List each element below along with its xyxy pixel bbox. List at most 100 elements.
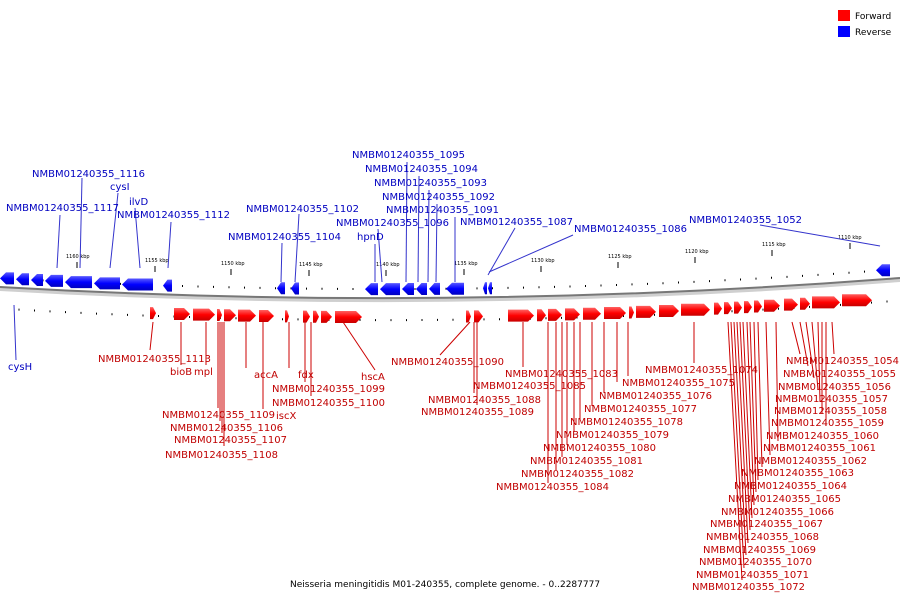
- feature-label[interactable]: NMBM01240355_1074: [645, 365, 758, 376]
- feature-label[interactable]: NMBM01240355_1086: [574, 224, 687, 235]
- reverse-gene-arrow: [45, 274, 63, 287]
- reverse-labels: NMBM01240355_1116 cysI NMBM01240355_1117…: [6, 150, 802, 373]
- feature-label[interactable]: NMBM01240355_1091: [386, 205, 499, 216]
- feature-label[interactable]: fdx: [298, 370, 314, 381]
- feature-label[interactable]: NMBM01240355_1102: [246, 204, 359, 215]
- leader-lines: [13, 161, 881, 581]
- feature-label[interactable]: NMBM01240355_1106: [170, 423, 283, 434]
- forward-gene-arrow: [537, 309, 546, 322]
- feature-label[interactable]: NMBM01240355_1055: [783, 369, 896, 380]
- reverse-gene-arrow: [446, 282, 464, 295]
- feature-label[interactable]: NMBM01240355_1076: [599, 391, 712, 402]
- feature-label[interactable]: NMBM01240355_1066: [721, 507, 834, 518]
- feature-label[interactable]: NMBM01240355_1113: [98, 354, 211, 365]
- feature-label[interactable]: NMBM01240355_1065: [728, 494, 841, 505]
- leader-line: [13, 304, 17, 361]
- feature-label[interactable]: NMBM01240355_1100: [272, 398, 385, 409]
- feature-label[interactable]: cysH: [8, 362, 32, 373]
- forward-gene-arrow: [474, 310, 483, 323]
- feature-label[interactable]: NMBM01240355_1084: [496, 482, 609, 493]
- feature-label[interactable]: NMBM01240355_1079: [556, 430, 669, 441]
- feature-label[interactable]: ilvD: [129, 197, 148, 208]
- leader-line: [167, 221, 172, 269]
- feature-label[interactable]: NMBM01240355_1088: [428, 395, 541, 406]
- forward-gene-arrow: [714, 302, 722, 315]
- feature-label[interactable]: NMBM01240355_1061: [763, 443, 876, 454]
- feature-label[interactable]: NMBM01240355_1054: [786, 356, 899, 367]
- forward-gene-arrow: [508, 309, 534, 322]
- tick-label: 1130 kbp: [531, 258, 555, 264]
- feature-label[interactable]: NMBM01240355_1072: [692, 582, 805, 593]
- feature-label[interactable]: NMBM01240355_1089: [421, 407, 534, 418]
- feature-label[interactable]: iscX: [276, 411, 296, 422]
- leader-line: [417, 175, 420, 283]
- feature-label[interactable]: mpl: [194, 367, 213, 378]
- feature-label[interactable]: NMBM01240355_1063: [741, 468, 854, 479]
- feature-label[interactable]: NMBM01240355_1099: [272, 384, 385, 395]
- feature-label[interactable]: NMBM01240355_1069: [703, 545, 816, 556]
- forward-gene-arrow: [335, 310, 362, 323]
- forward-gene-arrow: [238, 309, 256, 322]
- feature-label[interactable]: NMBM01240355_1092: [382, 192, 495, 203]
- feature-label[interactable]: hscA: [361, 372, 385, 383]
- tick-label: 1115 kbp: [762, 242, 786, 248]
- feature-label[interactable]: bioB: [170, 367, 192, 378]
- backbone-line: [0, 277, 900, 300]
- feature-label[interactable]: NMBM01240355_1112: [117, 210, 230, 221]
- leader-line: [817, 321, 821, 403]
- legend-forward-swatch: [838, 10, 850, 21]
- feature-label[interactable]: NMBM01240355_1071: [696, 570, 809, 581]
- tick-label: 1110 kbp: [838, 235, 862, 241]
- feature-label[interactable]: NMBM01240355_1056: [778, 382, 891, 393]
- feature-label[interactable]: NMBM01240355_1090: [391, 357, 504, 368]
- feature-label[interactable]: NMBM01240355_1058: [774, 406, 887, 417]
- feature-label[interactable]: NMBM01240355_1081: [530, 456, 643, 467]
- feature-label[interactable]: NMBM01240355_1094: [365, 164, 478, 175]
- forward-gene-arrow: [193, 308, 215, 321]
- feature-label[interactable]: NMBM01240355_1107: [174, 435, 287, 446]
- feature-label[interactable]: NMBM01240355_1093: [374, 178, 487, 189]
- feature-label[interactable]: NMBM01240355_1108: [165, 450, 278, 461]
- feature-label[interactable]: NMBM01240355_1059: [771, 418, 884, 429]
- feature-label[interactable]: NMBM01240355_1068: [706, 532, 819, 543]
- leader-line: [280, 242, 283, 283]
- feature-label[interactable]: NMBM01240355_1052: [689, 215, 802, 226]
- feature-label[interactable]: NMBM01240355_1117: [6, 203, 119, 214]
- leader-line: [775, 321, 779, 442]
- feature-label[interactable]: NMBM01240355_1060: [766, 431, 879, 442]
- forward-gene-arrow: [754, 300, 762, 313]
- feature-label[interactable]: NMBM01240355_1075: [622, 378, 735, 389]
- feature-label[interactable]: NMBM01240355_1085: [473, 381, 586, 392]
- feature-label[interactable]: NMBM01240355_1077: [584, 404, 697, 415]
- scale-ticks: 1160 kbp 1155 kbp 1150 kbp 1145 kbp 1140…: [66, 235, 862, 276]
- reverse-gene-arrow: [416, 282, 427, 295]
- forward-gene-arrow: [285, 310, 289, 323]
- feature-label[interactable]: NMBM01240355_1083: [505, 369, 618, 380]
- leader-line: [746, 321, 755, 506]
- feature-label[interactable]: hpnD: [357, 232, 384, 243]
- forward-features: [150, 294, 872, 323]
- reverse-gene-arrow: [483, 282, 487, 295]
- reverse-gene-arrow: [488, 282, 492, 295]
- feature-label[interactable]: NMBM01240355_1087: [460, 217, 573, 228]
- feature-label[interactable]: NMBM01240355_1082: [521, 469, 634, 480]
- feature-label[interactable]: NMBM01240355_1116: [32, 169, 145, 180]
- genome-caption: Neisseria meningitidis M01-240355, compl…: [290, 580, 600, 590]
- feature-label[interactable]: NMBM01240355_1080: [543, 443, 656, 454]
- feature-label[interactable]: NMBM01240355_1095: [352, 150, 465, 161]
- feature-label[interactable]: NMBM01240355_1104: [228, 232, 341, 243]
- leader-line: [79, 177, 83, 269]
- leader-line: [749, 321, 757, 493]
- feature-label[interactable]: accA: [254, 370, 278, 381]
- feature-label[interactable]: NMBM01240355_1078: [570, 417, 683, 428]
- feature-label[interactable]: NMBM01240355_1064: [734, 481, 847, 492]
- feature-label[interactable]: NMBM01240355_1057: [775, 394, 888, 405]
- legend-forward-label: Forward: [855, 12, 891, 22]
- leader-line: [805, 321, 815, 379]
- feature-label[interactable]: NMBM01240355_1070: [699, 557, 812, 568]
- feature-label[interactable]: NMBM01240355_1096: [336, 218, 449, 229]
- feature-label[interactable]: cysI: [110, 182, 130, 193]
- feature-label[interactable]: NMBM01240355_1062: [754, 456, 867, 467]
- feature-label[interactable]: NMBM01240355_1067: [710, 519, 823, 530]
- feature-label[interactable]: NMBM01240355_1109: [162, 410, 275, 421]
